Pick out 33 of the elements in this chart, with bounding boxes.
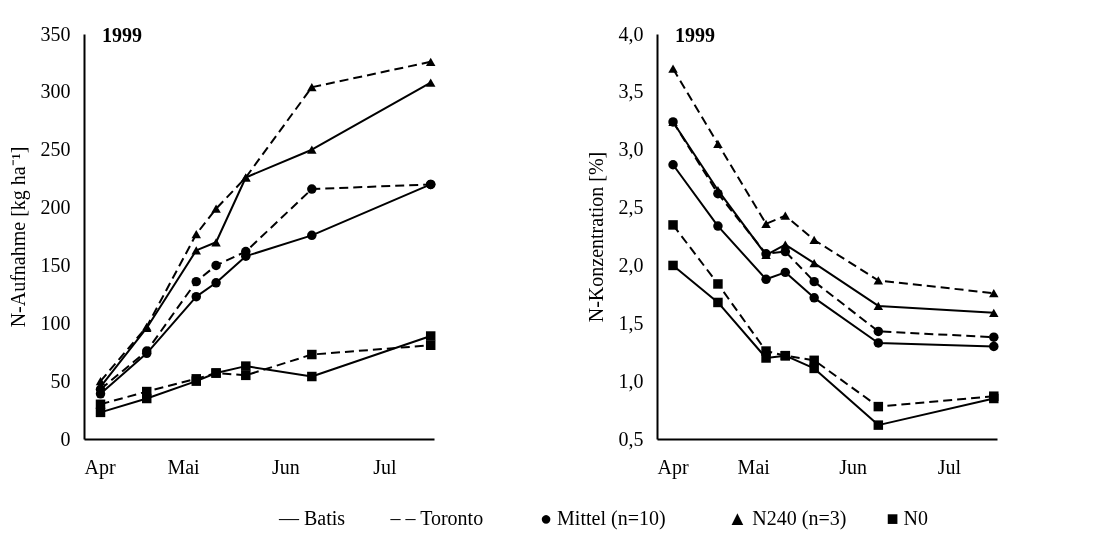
- text: ● Mittel (n=10): [540, 507, 666, 530]
- y-tick-label: 300: [40, 80, 71, 103]
- x-tick-label: Apr: [84, 455, 116, 479]
- x-tick-label: Jun: [272, 455, 300, 478]
- y-tick-label: 1,5: [618, 311, 644, 334]
- x-tick-label: Jul: [937, 455, 962, 478]
- x-tick-label: Mai: [737, 455, 771, 478]
- y-tick-label: 250: [40, 138, 71, 161]
- x-tick-label: Jun: [839, 455, 868, 478]
- y-tick-label: 3,5: [618, 80, 644, 103]
- y-tick-label: 3,0: [618, 138, 644, 161]
- chart-title: 1999: [102, 24, 142, 46]
- y-tick-label: 4,0: [618, 22, 644, 45]
- y-tick-label: 350: [40, 22, 71, 45]
- y-tick-label: 150: [40, 253, 71, 276]
- x-tick-label: Mai: [167, 455, 201, 478]
- y-tick-label: 50: [50, 369, 71, 392]
- y-tick-label: 2,5: [618, 196, 644, 219]
- y-tick-label: 2,0: [618, 253, 644, 276]
- y-tick-label: 200: [40, 196, 71, 219]
- y-tick-label: 0: [60, 427, 71, 450]
- chart-title: 1999: [675, 24, 715, 46]
- y-axis-title: N-Aufnahme [kg ha⁻¹]: [6, 146, 30, 328]
- text: — Batis: [278, 507, 346, 529]
- x-tick-label: Apr: [657, 455, 689, 479]
- x-tick-label: Jul: [373, 455, 398, 478]
- y-tick-label: 100: [40, 311, 71, 334]
- y-axis-title: N-Konzentration [%]: [584, 151, 607, 323]
- text: – – Toronto: [389, 507, 484, 529]
- y-tick-label: 0,5: [618, 427, 644, 450]
- text: ▲ N240 (n=3): [727, 507, 847, 530]
- y-tick-label: 1,0: [618, 369, 644, 392]
- text: ■ N0: [886, 507, 929, 529]
